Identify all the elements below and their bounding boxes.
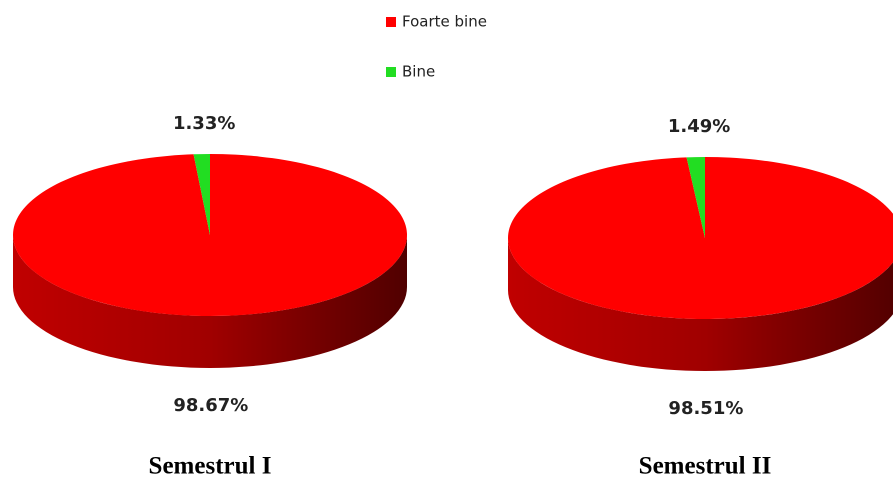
pie-slice (686, 157, 705, 238)
chart-title: Semestrul I (149, 453, 272, 480)
legend-swatch (386, 67, 396, 77)
value-label: 98.51% (668, 398, 743, 419)
chart-title: Semestrul II (639, 453, 772, 480)
pie-slice (193, 154, 210, 235)
value-label: 1.33% (173, 113, 235, 134)
legend-label: Bine (402, 63, 435, 81)
legend-swatch (386, 17, 396, 27)
pie-side (508, 238, 893, 371)
pie-slice (12, 154, 407, 316)
pie-slice (508, 157, 893, 319)
pie-side (13, 235, 407, 368)
legend-label: Foarte bine (402, 13, 487, 31)
value-label: 98.67% (173, 395, 248, 416)
value-label: 1.49% (668, 116, 730, 137)
